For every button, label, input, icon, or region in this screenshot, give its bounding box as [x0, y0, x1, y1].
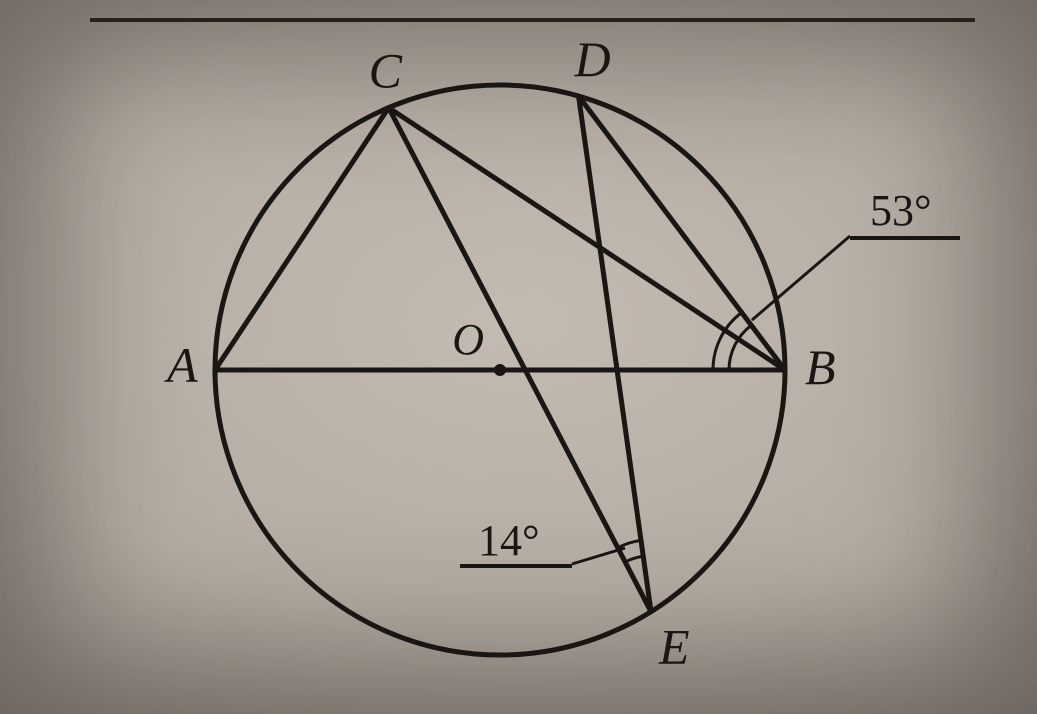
- label-d: D: [574, 31, 611, 87]
- label-a: A: [164, 337, 198, 393]
- label-c: C: [369, 43, 403, 99]
- angle-leader-e: [572, 548, 625, 564]
- angle-leader-b: [752, 236, 850, 320]
- paper-background: O A B C D E 53° 14°: [0, 0, 1037, 714]
- segment-ac: [215, 108, 389, 370]
- angle-arc-e: [625, 556, 643, 562]
- geometry-figure: O A B C D E 53° 14°: [0, 0, 1037, 714]
- angle-label-b: 53°: [870, 186, 932, 235]
- angle-label-e: 14°: [478, 516, 540, 565]
- angle-arc-e: [618, 540, 641, 547]
- label-b: B: [805, 339, 836, 395]
- segment-de: [579, 96, 651, 612]
- label-o: O: [452, 315, 484, 364]
- center-dot: [494, 364, 506, 376]
- label-e: E: [658, 619, 690, 675]
